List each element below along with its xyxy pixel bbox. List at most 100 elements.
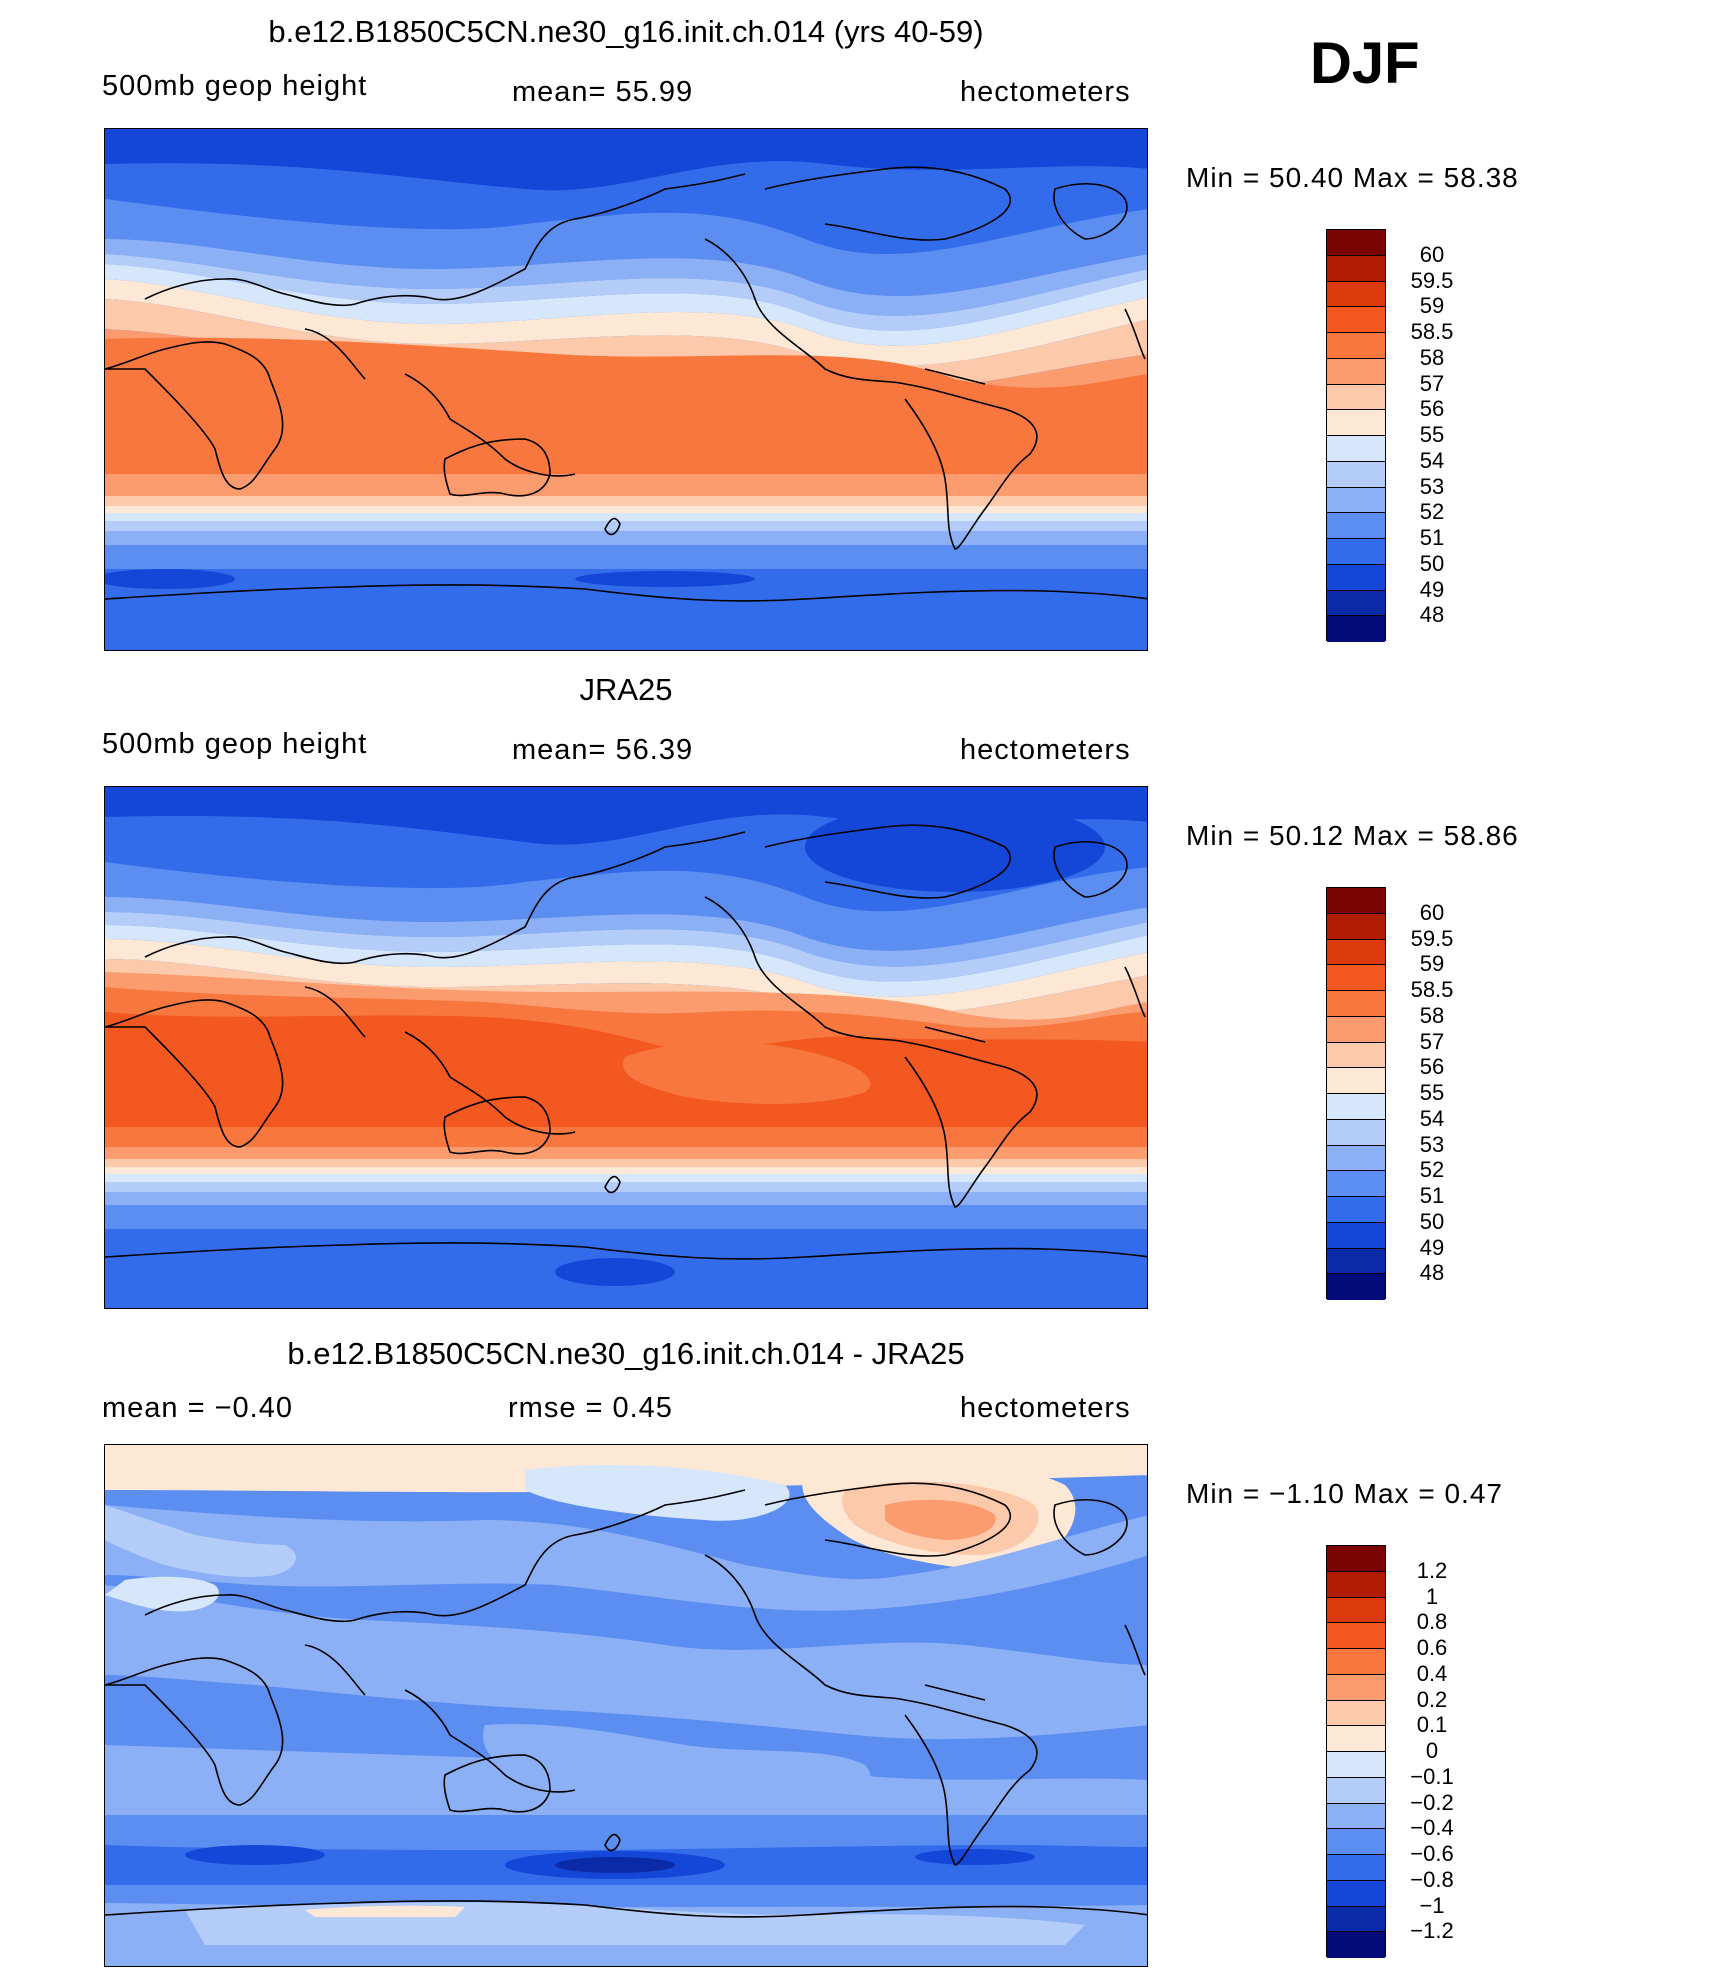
colorbar-tick-label: 57 — [1419, 1028, 1445, 1054]
panel3-rmse-label: rmse = 0.45 — [508, 1392, 673, 1424]
colorbar-tick-label: 58 — [1419, 344, 1445, 370]
colorbar-tick-label: 49 — [1419, 1234, 1445, 1260]
colorbar-tick-label: 53 — [1419, 1131, 1445, 1157]
colorbar-swatch — [1327, 1171, 1385, 1197]
colorbar-tick-label: 52 — [1419, 499, 1445, 525]
colorbar-swatch — [1327, 991, 1385, 1017]
colorbar-tick-label: 59.5 — [1410, 925, 1454, 951]
panel1-mean-label: mean= 55.99 — [512, 76, 694, 108]
colorbar-tick-label: 60 — [1419, 899, 1445, 925]
colorbar-swatch — [1327, 1068, 1385, 1094]
colorbar-tick-label: 48 — [1419, 1260, 1445, 1286]
colorbar-swatch — [1327, 1855, 1385, 1881]
colorbar-swatch — [1327, 1777, 1385, 1804]
panel1-map — [104, 128, 1148, 651]
colorbar-tick-label: −0.1 — [1410, 1763, 1454, 1789]
colorbar-swatch — [1327, 1726, 1385, 1752]
season-label: DJF — [1310, 31, 1420, 96]
colorbar-swatch — [1327, 1932, 1385, 1958]
colorbar-swatch — [1327, 1906, 1385, 1933]
colorbar-tick-label: −0.6 — [1410, 1841, 1454, 1866]
colorbar-tick-label: 0.4 — [1416, 1660, 1448, 1686]
colorbar-swatch — [1327, 1649, 1385, 1675]
colorbar-swatch — [1327, 965, 1385, 991]
colorbar-tick-label: 50 — [1419, 1208, 1445, 1234]
colorbar-tick-label: 0.2 — [1416, 1686, 1448, 1712]
panel2-units-label: hectometers — [960, 734, 1131, 766]
colorbar-swatch — [1327, 1197, 1385, 1223]
colorbar-tick-label: 56 — [1419, 396, 1445, 422]
colorbar-swatch — [1327, 539, 1385, 565]
panel1-units-label: hectometers — [960, 76, 1131, 108]
colorbar-tick-label: 57 — [1419, 370, 1445, 396]
colorbar-tick-label: 59 — [1419, 951, 1445, 977]
panel3-colorbar — [1326, 1545, 1386, 1958]
colorbar-swatch — [1327, 333, 1385, 359]
panel3-minmax: Min = −1.10 Max = 0.47 — [1186, 1478, 1503, 1509]
colorbar-swatch — [1327, 1571, 1385, 1598]
colorbar-tick-label: 55 — [1419, 1080, 1445, 1105]
colorbar-tick-label: 0.6 — [1416, 1635, 1448, 1660]
colorbar-swatch — [1327, 616, 1385, 642]
colorbar-tick-label: 58 — [1419, 1002, 1445, 1028]
colorbar-swatch — [1327, 513, 1385, 539]
colorbar-tick-label: 1.2 — [1416, 1557, 1448, 1583]
colorbar-tick-label: 59 — [1419, 293, 1445, 319]
colorbar-swatch — [1327, 410, 1385, 436]
colorbar-swatch — [1327, 913, 1385, 940]
colorbar-tick-label: −0.8 — [1410, 1866, 1454, 1892]
colorbar-tick-label: 58.5 — [1410, 977, 1454, 1002]
colorbar-swatch — [1327, 1042, 1385, 1069]
panel1-minmax: Min = 50.40 Max = 58.38 — [1186, 162, 1519, 193]
colorbar-swatch — [1327, 1274, 1385, 1300]
colorbar-tick-label: −0.2 — [1410, 1789, 1454, 1815]
colorbar-tick-label: 58.5 — [1410, 319, 1454, 344]
colorbar-swatch — [1327, 888, 1385, 914]
colorbar-swatch — [1327, 1016, 1385, 1043]
colorbar-swatch — [1327, 1222, 1385, 1249]
colorbar-tick-label: 51 — [1419, 525, 1445, 550]
panel2-contour-field — [105, 787, 1147, 1308]
colorbar-tick-label: 52 — [1419, 1157, 1445, 1183]
panel2-map — [104, 786, 1148, 1309]
panel1-title: b.e12.B1850C5CN.ne30_g16.init.ch.014 (yr… — [268, 14, 984, 49]
colorbar-swatch — [1327, 1597, 1385, 1624]
colorbar-swatch — [1327, 1623, 1385, 1649]
colorbar-swatch — [1327, 307, 1385, 333]
colorbar-swatch — [1327, 939, 1385, 966]
colorbar-swatch — [1327, 358, 1385, 385]
colorbar-swatch — [1327, 436, 1385, 462]
panel2-colorbar — [1326, 887, 1386, 1300]
colorbar-tick-label: 1 — [1425, 1583, 1439, 1609]
colorbar-swatch — [1327, 590, 1385, 617]
colorbar-swatch — [1327, 487, 1385, 514]
colorbar-swatch — [1327, 1674, 1385, 1701]
colorbar-swatch — [1327, 1700, 1385, 1727]
panel2-title: JRA25 — [579, 672, 673, 707]
colorbar-tick-label: 54 — [1419, 447, 1445, 473]
panel2-mean-label: mean= 56.39 — [512, 734, 694, 766]
colorbar-swatch — [1327, 1829, 1385, 1855]
colorbar-swatch — [1327, 461, 1385, 488]
colorbar-swatch — [1327, 1119, 1385, 1146]
colorbar-tick-label: 0.1 — [1416, 1712, 1448, 1738]
colorbar-tick-label: 59.5 — [1410, 267, 1454, 293]
panel1-variable-label: 500mb geop height — [102, 70, 368, 102]
panel3-title: b.e12.B1850C5CN.ne30_g16.init.ch.014 - J… — [287, 1336, 965, 1371]
colorbar-tick-label: 49 — [1419, 576, 1445, 602]
colorbar-swatch — [1327, 230, 1385, 256]
colorbar-swatch — [1327, 1248, 1385, 1275]
colorbar-swatch — [1327, 1880, 1385, 1907]
colorbar-tick-label: 0.8 — [1416, 1609, 1448, 1635]
colorbar-swatch — [1327, 255, 1385, 282]
colorbar-tick-label: 55 — [1419, 422, 1445, 447]
colorbar-tick-label: −0.4 — [1410, 1815, 1454, 1841]
panel3-contour-field — [105, 1445, 1147, 1966]
colorbar-tick-label: 51 — [1419, 1183, 1445, 1208]
colorbar-swatch — [1327, 281, 1385, 308]
colorbar-swatch — [1327, 1145, 1385, 1172]
colorbar-swatch — [1327, 564, 1385, 591]
colorbar-tick-label: 56 — [1419, 1054, 1445, 1080]
colorbar-tick-label: 48 — [1419, 602, 1445, 628]
colorbar-tick-label: 50 — [1419, 550, 1445, 576]
